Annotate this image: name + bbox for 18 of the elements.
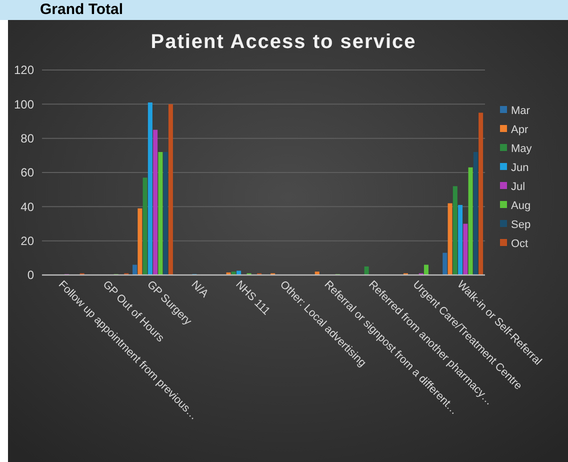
y-tick-label: 120 — [14, 63, 34, 78]
x-tick-label: N/A — [188, 278, 211, 301]
legend-label: Sep — [511, 218, 531, 231]
y-tick-label: 20 — [20, 234, 34, 248]
legend-label: Jul — [511, 180, 526, 193]
legend-label: Aug — [511, 200, 531, 212]
legend-label: Mar — [511, 104, 530, 117]
y-tick-label: 40 — [20, 200, 34, 214]
text: Grand Total — [40, 1, 124, 18]
legend-label: Apr — [511, 124, 528, 136]
y-tick-label: 100 — [14, 97, 34, 112]
legend-label: Oct — [511, 238, 528, 250]
y-tick-label: 60 — [20, 166, 34, 180]
y-tick-label: 0 — [27, 268, 34, 282]
legend-label: May — [511, 142, 532, 155]
chart-title: Patient Access to service — [150, 31, 416, 53]
y-tick-label: 80 — [20, 132, 34, 146]
legend-label: Jun — [511, 162, 529, 174]
